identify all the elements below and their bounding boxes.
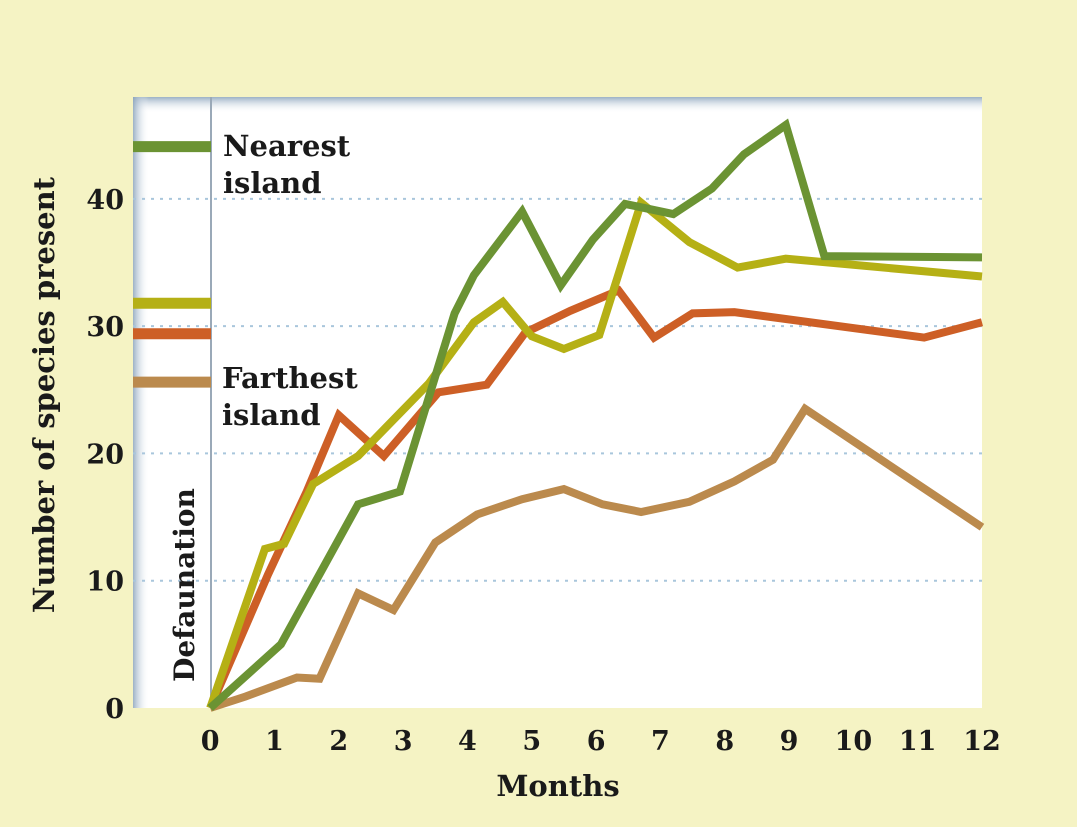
plot-left-shade xyxy=(133,97,149,708)
x-axis-title: Months xyxy=(496,769,619,803)
x-tick-label: 9 xyxy=(780,726,799,757)
x-tick-label: 8 xyxy=(715,726,734,757)
x-tick-label: 2 xyxy=(329,726,348,757)
farthest-island-label-line1: Farthest xyxy=(222,361,358,395)
x-tick-label: 6 xyxy=(587,726,606,757)
series-lines xyxy=(206,118,985,712)
x-tick-label: 1 xyxy=(265,726,284,757)
x-tick-label: 11 xyxy=(899,726,937,757)
island-baselines xyxy=(133,141,211,388)
series-line-1 xyxy=(207,118,983,711)
x-tick-label: 4 xyxy=(458,726,477,757)
nearest-island-label-line2: island xyxy=(223,166,322,200)
x-tick-labels: 0 1 2 3 4 5 6 7 8 9 10 11 12 xyxy=(201,726,1001,757)
farthest-island-label-line2: island xyxy=(222,398,321,432)
defaunation-label: Defaunation xyxy=(168,488,201,682)
y-tick-label: 0 xyxy=(105,694,124,725)
x-tick-label: 0 xyxy=(201,726,220,757)
gridlines xyxy=(133,197,982,582)
y-tick-label: 40 xyxy=(86,185,124,216)
x-tick-label: 10 xyxy=(835,726,873,757)
series-line-2 xyxy=(206,195,983,710)
x-tick-label: 12 xyxy=(963,726,1001,757)
x-tick-label: 5 xyxy=(522,726,541,757)
y-tick-label: 30 xyxy=(86,312,124,343)
x-tick-label: 7 xyxy=(651,726,670,757)
series-line-4 xyxy=(208,403,985,712)
y-tick-label: 10 xyxy=(86,567,124,598)
y-tick-labels: 0 10 20 30 40 xyxy=(86,185,124,725)
y-tick-label: 20 xyxy=(86,439,124,470)
y-axis-title: Number of species present xyxy=(27,176,61,613)
nearest-island-label-line1: Nearest xyxy=(223,129,351,163)
plot-top-shade xyxy=(133,97,982,113)
x-tick-label: 3 xyxy=(394,726,413,757)
